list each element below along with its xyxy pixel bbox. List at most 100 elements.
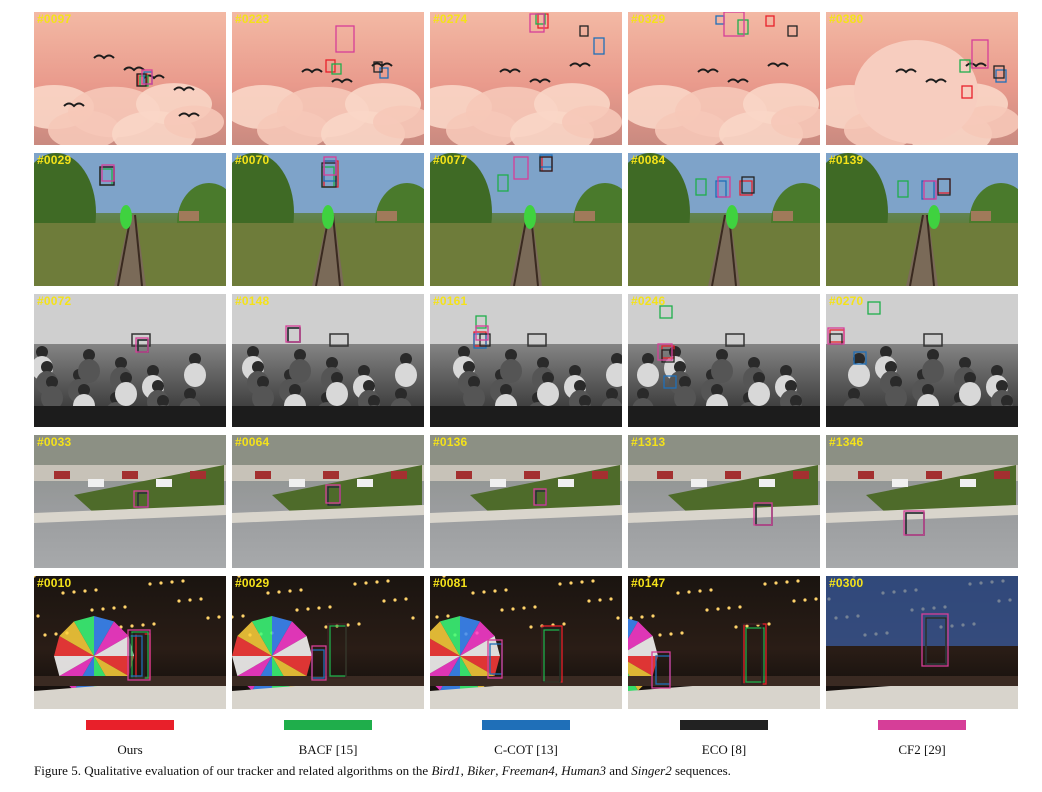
audience-body xyxy=(637,363,659,387)
video-frame: #0081 xyxy=(430,576,622,709)
stage-light xyxy=(152,622,156,626)
car xyxy=(691,479,707,487)
frame-number: #0329 xyxy=(631,12,666,26)
stage-light xyxy=(364,581,368,585)
wall xyxy=(232,294,424,344)
wall-frame xyxy=(725,333,745,347)
wall-frame xyxy=(131,333,151,347)
stage-light xyxy=(346,623,350,627)
audience-body xyxy=(537,382,559,406)
biker xyxy=(928,205,940,229)
frame-number: #0246 xyxy=(631,294,666,308)
stage-light xyxy=(232,615,234,619)
tracker-legend: Ours BACF [15] C-COT [13] ECO [8] CF2 [29] xyxy=(34,720,1022,760)
stage-light xyxy=(680,631,684,635)
frame-number: #0097 xyxy=(37,12,72,26)
video-screen-ray xyxy=(232,656,272,676)
audience-head xyxy=(606,388,618,400)
caption-prefix: Figure 5. Qualitative evaluation of our … xyxy=(34,763,432,778)
frame-image xyxy=(232,435,424,568)
tracker-box-3 xyxy=(741,176,755,194)
audience-head xyxy=(890,376,902,388)
stage-light xyxy=(393,598,397,602)
tracker-box-4 xyxy=(923,180,937,200)
tracker-box-3 xyxy=(993,65,1005,79)
bird xyxy=(767,62,789,68)
bird xyxy=(331,78,353,84)
frame-image xyxy=(628,576,820,709)
audience-head xyxy=(959,357,971,369)
audience-head xyxy=(41,361,53,373)
tracker-box-3 xyxy=(541,627,561,683)
frame-image xyxy=(826,294,1018,427)
audience-head xyxy=(189,353,201,365)
audience-head xyxy=(780,365,792,377)
legend-label: CF2 [29] xyxy=(898,742,946,757)
caption-sep: , xyxy=(495,763,502,778)
car xyxy=(255,471,271,479)
legend-item: BACF [15] xyxy=(232,720,424,760)
bird xyxy=(123,66,145,72)
stage-light xyxy=(587,599,591,603)
video-screen-ray xyxy=(460,621,495,656)
audience-body xyxy=(500,359,522,383)
frame-number: #0064 xyxy=(235,435,270,449)
audience-head xyxy=(289,384,301,396)
audience-head xyxy=(537,357,549,369)
frame-number: #0070 xyxy=(235,153,270,167)
audience-head xyxy=(152,380,164,392)
video-frame: #0070 xyxy=(232,153,424,286)
lawn xyxy=(866,465,1016,513)
frame-image xyxy=(430,294,622,427)
audience-head xyxy=(880,346,892,358)
tracker-box-1 xyxy=(737,19,749,35)
audience-head xyxy=(996,380,1008,392)
audience-head xyxy=(463,361,475,373)
tracker-box-1 xyxy=(331,63,342,75)
biker xyxy=(120,205,132,229)
video-frame: #0097 xyxy=(34,12,226,145)
car xyxy=(657,471,673,479)
video-screen-ray xyxy=(94,656,134,676)
desk-row xyxy=(826,406,1018,427)
video-screen-ray xyxy=(94,621,129,656)
stage-light xyxy=(83,589,87,593)
video-screen-ray xyxy=(272,621,307,656)
tracker-box-1 xyxy=(659,305,673,319)
audience-head xyxy=(115,357,127,369)
cloud xyxy=(960,105,1018,139)
stage-light xyxy=(522,606,526,610)
frame-number: #0136 xyxy=(433,435,468,449)
wall-frame xyxy=(923,333,943,347)
stage-light xyxy=(792,599,796,603)
stage-light xyxy=(306,607,310,611)
stage-light xyxy=(504,588,508,592)
crosswalk xyxy=(232,505,424,523)
stage-light xyxy=(651,614,655,618)
tracker-box-4 xyxy=(971,39,989,69)
car xyxy=(122,471,138,479)
tracker-box-4 xyxy=(135,337,149,353)
audience-head xyxy=(711,384,723,396)
rail xyxy=(909,214,924,286)
rail xyxy=(513,214,528,286)
stage-light xyxy=(101,607,105,611)
car xyxy=(858,471,874,479)
tracker-box-4 xyxy=(533,488,547,506)
legend-item: ECO [8] xyxy=(628,720,820,760)
cloud xyxy=(257,110,329,145)
frame-image xyxy=(34,12,226,145)
video-frame: #0329 xyxy=(628,12,820,145)
building xyxy=(575,211,595,221)
legend-swatch xyxy=(284,720,372,730)
car xyxy=(323,471,339,479)
tracker-box-3 xyxy=(539,156,553,172)
cloud xyxy=(48,110,120,145)
video-screen-ray xyxy=(232,636,272,656)
video-frame: #0010 xyxy=(34,576,226,709)
biker xyxy=(322,205,334,229)
audience-head xyxy=(257,376,269,388)
tracker-box-3 xyxy=(787,25,798,37)
frame-image xyxy=(232,294,424,427)
stage-light xyxy=(386,579,390,583)
